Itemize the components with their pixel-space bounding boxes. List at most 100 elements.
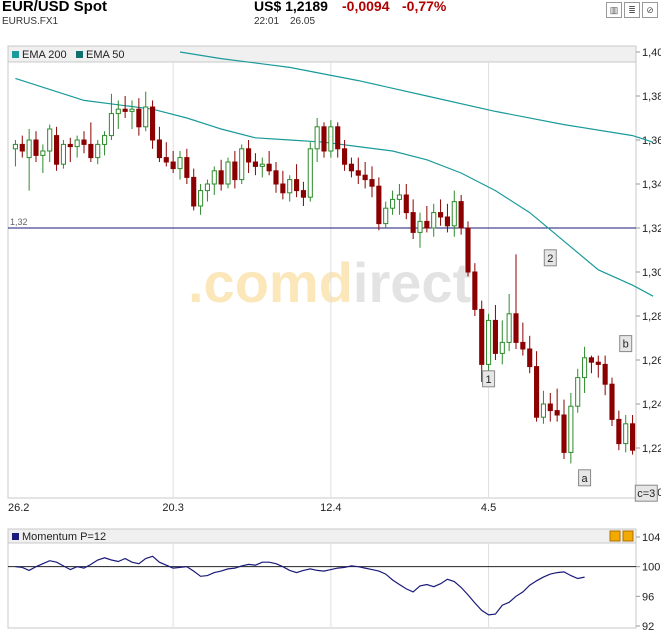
candle bbox=[630, 415, 636, 455]
candle-body bbox=[225, 161, 231, 185]
candle bbox=[239, 144, 245, 184]
candle-body bbox=[12, 143, 18, 150]
candle bbox=[115, 100, 121, 129]
candle bbox=[451, 190, 457, 237]
candle-body bbox=[280, 183, 286, 194]
candle-body bbox=[300, 190, 306, 198]
candle-body bbox=[54, 135, 60, 165]
candle bbox=[122, 96, 128, 118]
candle-body bbox=[362, 174, 368, 181]
candle bbox=[499, 320, 505, 365]
candle bbox=[424, 206, 430, 233]
candle bbox=[595, 355, 601, 378]
candle bbox=[259, 157, 265, 178]
candle-body bbox=[383, 207, 389, 225]
candle-body bbox=[122, 108, 128, 112]
momentum-plot-area bbox=[7, 528, 637, 629]
candle-body bbox=[33, 139, 39, 156]
chart-type-icon[interactable]: ▥ bbox=[606, 2, 622, 18]
instrument-symbol: EURUS.FX1 bbox=[2, 16, 59, 27]
candle bbox=[575, 368, 581, 413]
candle bbox=[431, 203, 437, 237]
candle-body bbox=[170, 161, 176, 170]
candle-body bbox=[554, 410, 560, 416]
candle bbox=[582, 346, 588, 393]
price-legend-bar bbox=[7, 45, 637, 63]
candle bbox=[328, 120, 334, 158]
candle-body bbox=[479, 308, 485, 365]
candle-body bbox=[582, 357, 588, 379]
candle bbox=[520, 322, 526, 356]
candle-body bbox=[616, 418, 622, 445]
candle-body bbox=[314, 126, 320, 150]
candle bbox=[396, 184, 402, 215]
candle-body bbox=[410, 212, 416, 233]
wave-label-box bbox=[619, 335, 633, 353]
x-tick-label: 20.3 bbox=[162, 502, 183, 514]
candle bbox=[390, 190, 396, 215]
table-icon[interactable]: ≣ bbox=[624, 2, 640, 18]
candle-body bbox=[40, 150, 46, 156]
y-tick-label: 1,26 bbox=[642, 355, 661, 367]
y-tick-label: 1,40 bbox=[642, 47, 661, 59]
candle-body bbox=[348, 163, 354, 172]
candle-body bbox=[547, 403, 553, 412]
candle-body bbox=[108, 113, 114, 137]
ema50-line bbox=[15, 77, 654, 297]
y-tick-label: 1,34 bbox=[642, 179, 661, 191]
quote-date: 26.05 bbox=[290, 16, 316, 27]
candle bbox=[273, 162, 279, 193]
candle bbox=[362, 162, 368, 189]
candle-body bbox=[561, 414, 567, 453]
candle-body bbox=[328, 126, 334, 152]
y-tick-label: 1,30 bbox=[642, 267, 661, 279]
candle bbox=[383, 201, 389, 228]
candle bbox=[287, 175, 293, 202]
candle-body bbox=[630, 423, 636, 451]
candle-body bbox=[520, 341, 526, 350]
expand-icon bbox=[609, 530, 621, 542]
candle bbox=[232, 151, 238, 189]
candle-body bbox=[451, 201, 457, 227]
candle-body bbox=[95, 143, 101, 159]
x-tick-label: 4.5 bbox=[481, 502, 496, 514]
candle-body bbox=[129, 108, 135, 112]
watermark: .comdirect bbox=[188, 251, 471, 314]
candle bbox=[12, 140, 18, 167]
price-change: -0,0094 bbox=[342, 0, 390, 14]
candle bbox=[211, 166, 217, 195]
candle bbox=[376, 177, 382, 231]
candle bbox=[486, 313, 492, 371]
ema200-line bbox=[179, 51, 654, 143]
candle-body bbox=[575, 377, 581, 407]
candle bbox=[342, 140, 348, 171]
y-tick-label: 1,32 bbox=[642, 223, 661, 235]
y-tick-label: 1,22 bbox=[642, 443, 661, 455]
y-tick-label: 100 bbox=[642, 562, 660, 574]
candle-body bbox=[232, 161, 238, 181]
candle bbox=[561, 399, 567, 459]
settings-icon[interactable]: ⊘ bbox=[642, 2, 658, 18]
candle bbox=[218, 159, 224, 191]
candle bbox=[108, 93, 114, 140]
candle-body bbox=[376, 185, 382, 225]
candle bbox=[81, 131, 87, 154]
candle bbox=[204, 179, 210, 202]
candle bbox=[33, 131, 39, 162]
candle-body bbox=[150, 106, 156, 141]
candle bbox=[95, 140, 101, 165]
instrument-title: EUR/USD Spot bbox=[2, 0, 107, 15]
candle-body bbox=[540, 403, 546, 418]
candle-body bbox=[177, 157, 183, 170]
candle bbox=[403, 184, 409, 220]
candle bbox=[40, 144, 46, 173]
y-tick-label: 1,36 bbox=[642, 135, 661, 147]
candle bbox=[554, 388, 560, 422]
wave-label-box bbox=[543, 249, 557, 267]
candle-body bbox=[390, 198, 396, 209]
candle-body bbox=[74, 139, 80, 148]
candle bbox=[143, 91, 149, 132]
legend-label: EMA 200 bbox=[22, 49, 67, 61]
candle bbox=[26, 129, 32, 191]
candle-body bbox=[198, 190, 204, 207]
